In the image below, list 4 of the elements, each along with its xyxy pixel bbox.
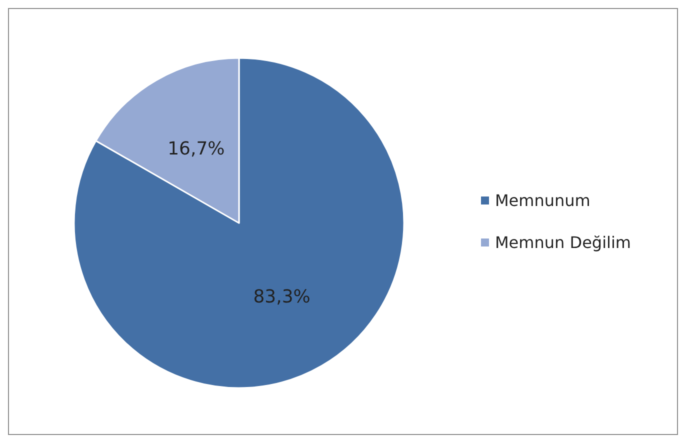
data-label: 16,7% bbox=[168, 138, 225, 160]
legend-label: Memnun Değilim bbox=[495, 233, 631, 252]
legend-label: Memnunum bbox=[495, 191, 590, 210]
data-label: 83,3% bbox=[253, 286, 310, 308]
